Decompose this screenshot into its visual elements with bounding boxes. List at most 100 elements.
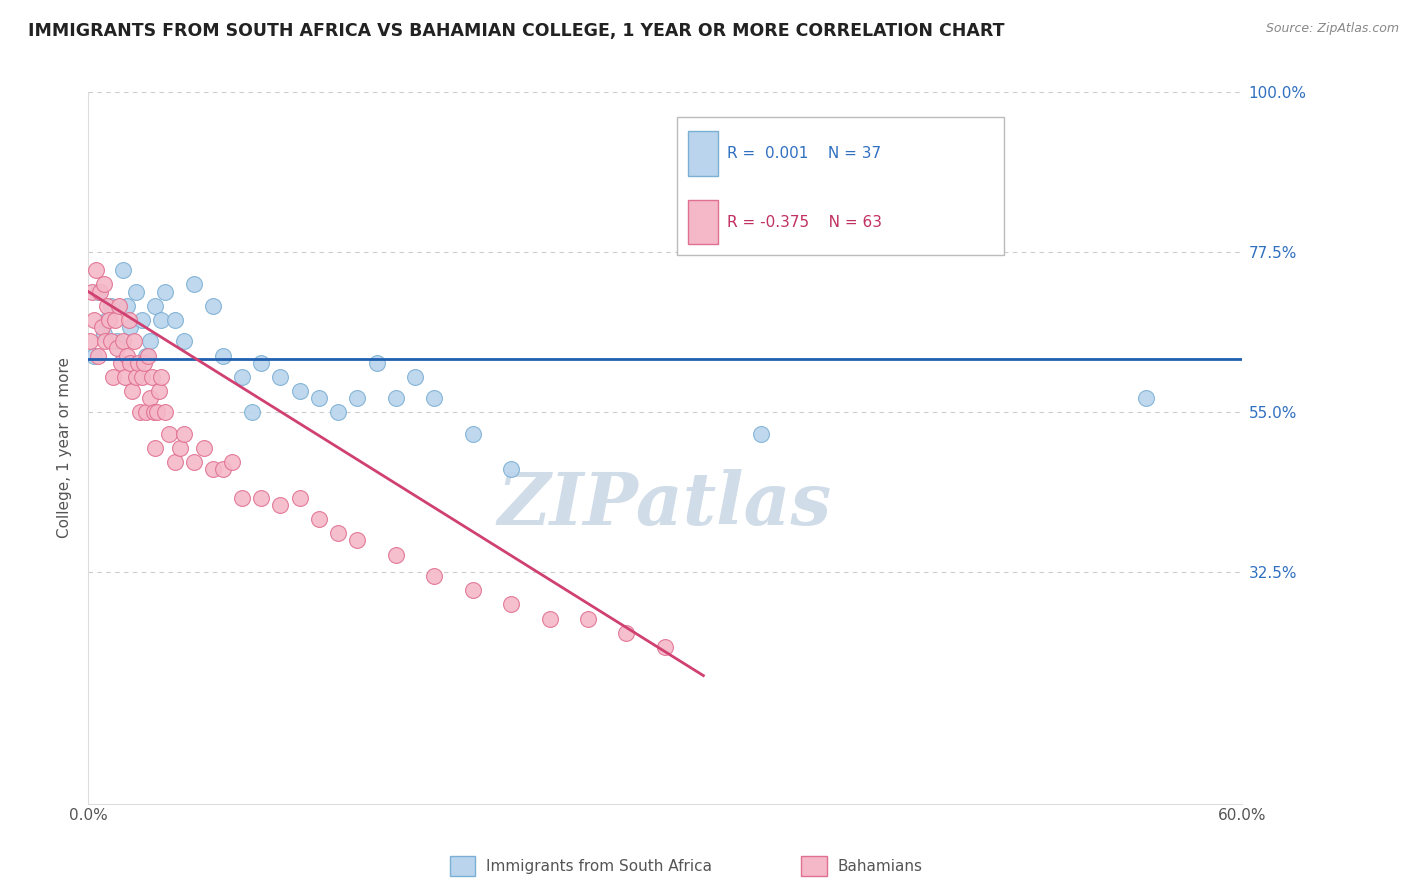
Text: R = -0.375    N = 63: R = -0.375 N = 63 (727, 215, 882, 229)
Point (173, 334, 195, 349)
Point (308, 512, 330, 526)
Point (131, 313, 153, 327)
Point (163, 455, 186, 469)
Point (211, 462, 233, 476)
Point (87, 285, 110, 299)
Point (654, 640, 676, 654)
Point (121, 384, 143, 398)
Point (101, 369, 124, 384)
Point (110, 356, 132, 370)
Point (221, 455, 243, 469)
Point (153, 405, 176, 419)
Point (127, 356, 149, 370)
Point (250, 356, 273, 370)
Point (384, 548, 406, 562)
Point (231, 369, 253, 384)
Point (183, 455, 205, 469)
Point (125, 285, 148, 299)
Point (153, 285, 176, 299)
Point (120, 320, 142, 334)
Text: Bahamians: Bahamians (838, 859, 922, 873)
Point (240, 405, 263, 419)
Point (96, 299, 118, 313)
Point (89, 285, 111, 299)
Point (132, 356, 155, 370)
Point (111, 334, 134, 349)
Point (93, 327, 115, 342)
Point (142, 405, 165, 419)
Text: Immigrants from South Africa: Immigrants from South Africa (486, 859, 713, 873)
Point (117, 313, 139, 327)
Point (150, 313, 173, 327)
Point (501, 598, 523, 612)
Point (269, 369, 291, 384)
Point (193, 441, 215, 455)
Point (125, 369, 148, 384)
Point (138, 391, 160, 405)
Point (138, 334, 160, 349)
Point (136, 349, 159, 363)
Point (80, 285, 103, 299)
Point (288, 384, 311, 398)
Point (83, 349, 105, 363)
Point (84, 263, 107, 277)
Point (183, 277, 205, 292)
Point (461, 583, 484, 598)
Point (145, 441, 167, 455)
Point (124, 334, 146, 349)
Point (423, 391, 446, 405)
Point (288, 491, 311, 505)
Point (105, 342, 128, 356)
Point (135, 349, 157, 363)
Point (202, 299, 225, 313)
Point (231, 491, 253, 505)
Text: R =  0.001    N = 37: R = 0.001 N = 37 (727, 146, 882, 161)
Point (115, 349, 138, 363)
Point (148, 384, 170, 398)
Point (150, 369, 173, 384)
Point (93, 277, 115, 292)
Point (87, 349, 110, 363)
Point (346, 533, 368, 548)
Point (96, 313, 118, 327)
Point (100, 299, 122, 313)
Point (616, 626, 638, 640)
Point (100, 334, 122, 349)
Point (366, 356, 388, 370)
Point (538, 612, 561, 626)
Point (346, 391, 368, 405)
Point (141, 369, 163, 384)
Point (90, 320, 112, 334)
Point (135, 405, 157, 419)
Text: IMMIGRANTS FROM SOUTH AFRICA VS BAHAMIAN COLLEGE, 1 YEAR OR MORE CORRELATION CHA: IMMIGRANTS FROM SOUTH AFRICA VS BAHAMIAN… (28, 22, 1005, 40)
Point (163, 313, 186, 327)
Point (384, 391, 406, 405)
Point (114, 369, 136, 384)
Point (108, 299, 131, 313)
Point (1135, 391, 1157, 405)
Point (169, 441, 191, 455)
Point (120, 356, 142, 370)
Point (501, 462, 523, 476)
Point (423, 569, 446, 583)
Point (129, 405, 152, 419)
Point (157, 426, 180, 441)
Point (326, 405, 349, 419)
Point (94, 334, 117, 349)
Point (202, 462, 225, 476)
Point (173, 426, 195, 441)
Text: Source: ZipAtlas.com: Source: ZipAtlas.com (1265, 22, 1399, 36)
Point (105, 334, 128, 349)
Point (98, 313, 121, 327)
Text: ZIPatlas: ZIPatlas (498, 469, 832, 541)
Point (79, 334, 101, 349)
Y-axis label: College, 1 year or more: College, 1 year or more (58, 358, 72, 539)
Point (145, 299, 167, 313)
Point (749, 426, 772, 441)
Point (111, 263, 134, 277)
Point (269, 498, 291, 512)
Point (326, 526, 349, 541)
Point (211, 349, 233, 363)
Point (146, 405, 169, 419)
Point (461, 426, 484, 441)
